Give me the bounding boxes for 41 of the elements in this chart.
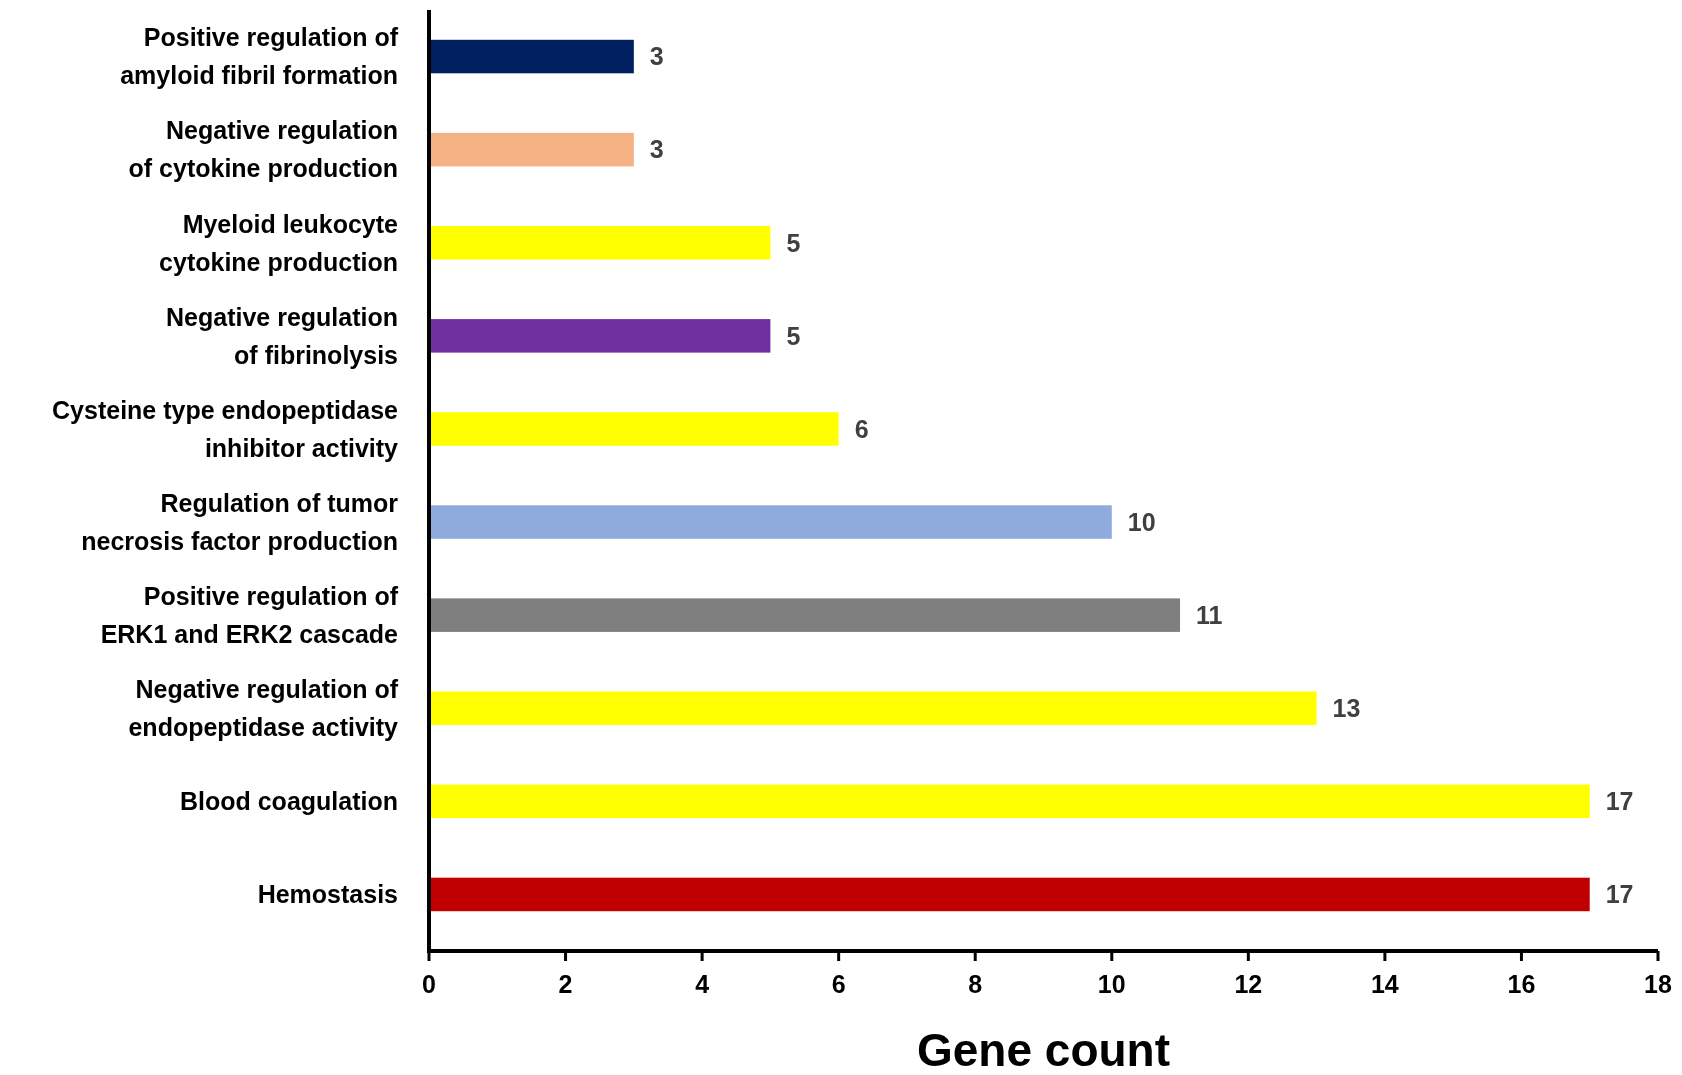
bar <box>429 691 1317 726</box>
y-tick-label: Blood coagulation <box>179 787 398 816</box>
data-label: 10 <box>1127 507 1156 536</box>
x-tick-label: 16 <box>1507 970 1536 998</box>
data-label: 11 <box>1196 600 1223 629</box>
y-tick-label: Negative regulation of cytokine production <box>128 116 398 183</box>
y-tick-label: Negative regulation of endopeptidase activity <box>128 675 399 741</box>
data-label: 17 <box>1605 787 1634 816</box>
x-tick-label: 12 <box>1234 970 1263 998</box>
x-tick-label: 0 <box>422 970 436 998</box>
bar <box>429 505 1112 539</box>
x-tick-label: 14 <box>1370 970 1399 998</box>
data-label: 3 <box>649 42 664 71</box>
y-tick-label: Cysteine type endopeptidase inhibitor activity <box>52 395 399 462</box>
bar <box>429 598 1181 632</box>
bar <box>429 319 771 353</box>
y-tick-label: Negative regulation of fibrinolysis <box>166 302 398 369</box>
bar <box>429 784 1590 819</box>
bar <box>429 225 771 260</box>
y-tick-label: Positive regulation of ERK1 and ERK2 cascade <box>100 581 399 648</box>
data-label: 6 <box>854 414 869 443</box>
data-label: 3 <box>649 135 664 164</box>
bar <box>429 412 839 446</box>
y-tick-label: Myeloid leukocyte cytokine production <box>159 209 399 276</box>
y-tick-label: Regulation of tumor necrosis factor production <box>81 488 399 555</box>
x-tick-label: 6 <box>831 970 846 998</box>
bar <box>429 39 634 74</box>
bar <box>429 132 634 167</box>
x-axis-title: Gene count <box>916 1024 1171 1075</box>
data-label: 17 <box>1605 880 1634 909</box>
data-label: 5 <box>786 321 801 350</box>
x-tick-label: 4 <box>695 970 710 998</box>
x-tick-label: 18 <box>1644 970 1672 998</box>
data-label: 13 <box>1332 694 1361 722</box>
x-tick-label: 10 <box>1097 970 1126 998</box>
data-label: 5 <box>786 228 801 257</box>
x-tick-label: 2 <box>558 970 573 998</box>
x-tick-label: 8 <box>968 970 983 998</box>
bar <box>429 877 1590 912</box>
y-tick-label: Hemostasis <box>257 880 398 909</box>
y-tick-label: Positive regulation of amyloid fibril formation <box>120 23 399 90</box>
